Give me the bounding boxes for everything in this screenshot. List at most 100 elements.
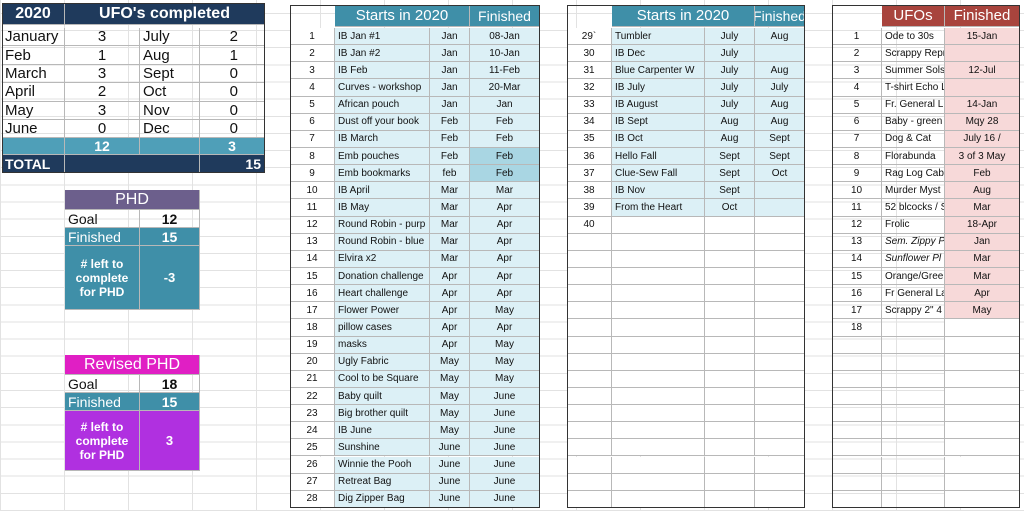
month-name: Nov xyxy=(140,101,200,120)
start-month xyxy=(705,216,755,234)
finished-date xyxy=(945,336,1020,354)
project-name xyxy=(612,353,705,371)
project-name xyxy=(612,216,705,234)
row-number xyxy=(832,405,882,423)
goal: 12 xyxy=(140,210,200,228)
row-number xyxy=(832,456,882,474)
project-name: Round Robin - blue xyxy=(335,233,430,251)
month-count: 1 xyxy=(65,46,140,65)
project-name: Dust off your book xyxy=(335,113,430,131)
start-month xyxy=(705,336,755,354)
project-name: IB March xyxy=(335,130,430,148)
finished-date: 20-Mar xyxy=(470,79,540,97)
finished-date: Aug xyxy=(755,113,805,131)
project-name xyxy=(612,267,705,286)
row-number: 9 xyxy=(832,165,882,183)
month-count: 3 xyxy=(65,28,140,47)
year-header: 2020 xyxy=(2,3,65,25)
row-number xyxy=(832,422,882,440)
project-name: Big brother quilt xyxy=(335,405,430,423)
row-number: 17 xyxy=(290,302,335,320)
project-name: Round Robin - purp xyxy=(335,216,430,234)
ufo-name: T-shirt Echo Lake xyxy=(882,79,945,97)
finished-date: Feb xyxy=(945,165,1020,183)
row-number: 8 xyxy=(290,147,335,166)
finished-date xyxy=(755,319,805,337)
project-name xyxy=(612,422,705,440)
finished-date: Sept xyxy=(755,130,805,148)
project-name: masks xyxy=(335,336,430,354)
finished-date: June xyxy=(470,439,540,457)
row-number: 7 xyxy=(290,130,335,148)
total-label: TOTAL xyxy=(2,155,65,174)
start-month: July xyxy=(705,96,755,114)
phd-title: Revised PHD xyxy=(65,355,200,375)
goal-label: Goal xyxy=(65,210,140,228)
project-name: Donation challenge xyxy=(335,267,430,286)
month-name: Aug xyxy=(140,46,200,65)
finished-date xyxy=(945,405,1020,423)
start-month: May xyxy=(430,405,470,423)
finished-label: Finished xyxy=(65,393,140,411)
header-finished: Finished xyxy=(470,5,540,27)
finished-date: May xyxy=(470,302,540,320)
ufo-name: 52 blcocks / S xyxy=(882,199,945,217)
month-name: July xyxy=(140,28,200,47)
start-month: Mar xyxy=(430,233,470,251)
finished-date: Mqy 28 xyxy=(945,113,1020,131)
finished-date: June xyxy=(470,473,540,491)
month-count: 2 xyxy=(200,28,265,47)
month-name: Oct xyxy=(140,83,200,102)
ufo-name: Murder Myst xyxy=(882,182,945,200)
start-month: Sept xyxy=(705,182,755,200)
row-number: 17 xyxy=(832,302,882,320)
row-number: 2 xyxy=(290,45,335,63)
finished-date: 18-Apr xyxy=(945,216,1020,234)
month-count: 2 xyxy=(65,83,140,102)
month-count: 0 xyxy=(200,64,265,84)
ufo-name: Summer Sols xyxy=(882,62,945,80)
row-number xyxy=(832,387,882,406)
start-month: Apr xyxy=(430,285,470,303)
start-month: Jan xyxy=(430,28,470,46)
finished-date xyxy=(945,456,1020,474)
project-name xyxy=(612,370,705,388)
finished-date xyxy=(755,302,805,320)
finished-date xyxy=(755,387,805,406)
finished-date xyxy=(755,336,805,354)
finished-date: Jan xyxy=(945,233,1020,251)
month-count: 0 xyxy=(200,101,265,120)
finished-date xyxy=(755,267,805,286)
start-month xyxy=(705,353,755,371)
finished-date: Mar xyxy=(470,182,540,200)
finished-label: Finished xyxy=(65,228,140,246)
finished-date: 3 of 3 May xyxy=(945,147,1020,166)
month-name: Feb xyxy=(2,46,65,65)
row-number: 14 xyxy=(832,250,882,268)
ufo-name xyxy=(882,336,945,354)
start-month xyxy=(705,473,755,491)
ufo-name xyxy=(882,422,945,440)
finished-date: Apr xyxy=(470,216,540,234)
project-name xyxy=(612,285,705,303)
start-month: Jan xyxy=(430,45,470,63)
start-month xyxy=(705,490,755,508)
finished-date: July 16 / xyxy=(945,130,1020,148)
project-name: Tumbler xyxy=(612,28,705,46)
project-name: IB Dec xyxy=(612,45,705,63)
finished-date: May xyxy=(945,302,1020,320)
project-name xyxy=(612,336,705,354)
row-number: 37 xyxy=(567,165,612,183)
finished-date: Apr xyxy=(470,250,540,268)
start-month: Oct xyxy=(705,199,755,217)
subtotal-cell xyxy=(140,138,200,156)
row-number: 16 xyxy=(290,285,335,303)
start-month: Apr xyxy=(430,319,470,337)
ufo-name: Dog & Cat xyxy=(882,130,945,148)
month-count: 3 xyxy=(65,101,140,120)
subtotal-cell xyxy=(2,138,65,156)
finished-date xyxy=(755,199,805,217)
start-month: Jan xyxy=(430,96,470,114)
row-number xyxy=(567,319,612,337)
